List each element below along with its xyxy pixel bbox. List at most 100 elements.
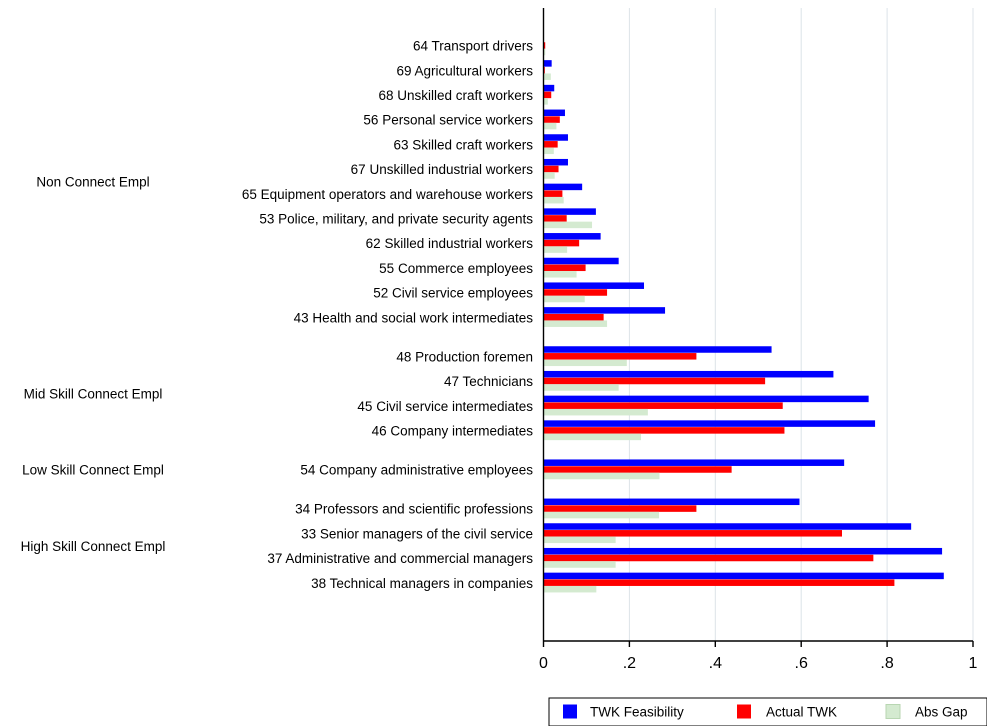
- bar-twk-feasibility-69-agricultural-workers: [543, 60, 552, 67]
- bar-abs-gap-38-technical-managers-in-companies: [543, 585, 597, 593]
- bar-actual-twk-64-transport-drivers: [543, 42, 546, 49]
- group-label-high-skill-connect-empl: High Skill Connect Empl: [21, 539, 166, 554]
- bar-twk-feasibility-56-personal-service-workers: [543, 109, 565, 117]
- bar-twk-feasibility-63-skilled-craft-workers: [543, 134, 568, 141]
- bar-actual-twk-46-company-intermediates: [543, 427, 785, 434]
- bar-twk-feasibility-48-production-foremen: [543, 346, 772, 353]
- bar-actual-twk-53-police-military-and-private-security-agents: [543, 215, 567, 222]
- bar-actual-twk-48-production-foremen: [543, 353, 697, 360]
- bar-abs-gap-62-skilled-industrial-workers: [543, 246, 568, 253]
- bar-twk-feasibility-53-police-military-and-private-security-agents: [543, 208, 596, 215]
- category-label: 56 Personal service workers: [363, 113, 533, 128]
- bar-abs-gap-45-civil-service-intermediates: [543, 408, 648, 416]
- category-label: 45 Civil service intermediates: [357, 399, 533, 414]
- bar-twk-feasibility-46-company-intermediates: [543, 420, 876, 427]
- category-label: 33 Senior managers of the civil service: [301, 526, 533, 541]
- bar-actual-twk-34-professors-and-scientific-professions: [543, 505, 697, 512]
- bar-twk-feasibility-67-unskilled-industrial-workers: [543, 158, 568, 166]
- category-label: 34 Professors and scientific professions: [295, 502, 533, 517]
- bar-twk-feasibility-54-company-administrative-employees: [543, 459, 845, 466]
- category-label: 46 Company intermediates: [372, 424, 534, 439]
- category-label: 48 Production foremen: [396, 349, 533, 364]
- legend-label-actual-twk: Actual TWK: [766, 705, 837, 720]
- bar-abs-gap-43-health-and-social-work-intermediates: [543, 320, 608, 327]
- x-tick-label: .6: [795, 655, 808, 672]
- category-label: 52 Civil service employees: [373, 286, 533, 301]
- bar-abs-gap-65-equipment-operators-and-warehouse-workers: [543, 196, 564, 204]
- category-label: 54 Company administrative employees: [300, 463, 533, 478]
- bar-twk-feasibility-33-senior-managers-of-the-civil-service: [543, 523, 912, 530]
- category-label: 65 Equipment operators and warehouse wor…: [242, 187, 533, 202]
- group-label-non-connect-empl: Non Connect Empl: [36, 174, 149, 189]
- bar-actual-twk-56-personal-service-workers: [543, 116, 560, 123]
- bar-abs-gap-67-unskilled-industrial-workers: [543, 172, 555, 179]
- category-label: 37 Administrative and commercial manager…: [267, 551, 533, 566]
- category-label: 43 Health and social work intermediates: [294, 310, 534, 325]
- bar-twk-feasibility-47-technicians: [543, 370, 834, 378]
- x-tick-label: 1: [969, 655, 978, 672]
- bar-twk-feasibility-62-skilled-industrial-workers: [543, 233, 601, 240]
- bar-abs-gap-34-professors-and-scientific-professions: [543, 511, 660, 519]
- bar-actual-twk-62-skilled-industrial-workers: [543, 239, 580, 247]
- bar-abs-gap-64-transport-drivers: [543, 48, 546, 56]
- category-label: 69 Agricultural workers: [396, 63, 533, 78]
- bar-twk-feasibility-55-commerce-employees: [543, 257, 619, 265]
- bar-abs-gap-52-civil-service-employees: [543, 295, 585, 303]
- bar-abs-gap-63-skilled-craft-workers: [543, 147, 554, 155]
- bar-twk-feasibility-34-professors-and-scientific-professions: [543, 498, 800, 506]
- bar-twk-feasibility-38-technical-managers-in-companies: [543, 572, 944, 580]
- bars: [543, 42, 944, 593]
- bar-twk-feasibility-65-equipment-operators-and-warehouse-workers: [543, 183, 583, 191]
- bar-twk-feasibility-68-unskilled-craft-workers: [543, 84, 555, 92]
- bar-abs-gap-68-unskilled-craft-workers: [543, 98, 548, 105]
- bar-abs-gap-56-personal-service-workers: [543, 122, 557, 130]
- category-label: 38 Technical managers in companies: [311, 576, 533, 591]
- legend-label-twk-feasibility: TWK Feasibility: [590, 705, 684, 720]
- bar-twk-feasibility-43-health-and-social-work-intermediates: [543, 307, 666, 314]
- category-label: 67 Unskilled industrial workers: [351, 162, 534, 177]
- category-label: 53 Police, military, and private securit…: [259, 212, 533, 227]
- legend-key-actual-twk: [737, 704, 751, 719]
- legend-key-abs-gap: [885, 704, 901, 719]
- bar-actual-twk-52-civil-service-employees: [543, 289, 608, 296]
- category-labels: 64 Transport drivers 69 Agricultural work…: [242, 39, 533, 591]
- group-label-mid-skill-connect-empl: Mid Skill Connect Empl: [24, 386, 163, 401]
- bar-abs-gap-48-production-foremen: [543, 359, 627, 367]
- bar-abs-gap-69-agricultural-workers: [543, 73, 551, 80]
- bar-twk-feasibility-37-administrative-and-commercial-managers: [543, 547, 943, 555]
- category-label: 55 Commerce employees: [379, 261, 533, 276]
- x-tick-label: .8: [880, 655, 893, 672]
- bar-abs-gap-55-commerce-employees: [543, 271, 577, 278]
- category-label: 68 Unskilled craft workers: [378, 88, 533, 103]
- bar-abs-gap-33-senior-managers-of-the-civil-service: [543, 536, 616, 544]
- x-tick-label: .2: [623, 655, 636, 672]
- bar-abs-gap-53-police-military-and-private-security-agents: [543, 221, 593, 229]
- legend-box: [548, 697, 987, 726]
- bar-actual-twk-33-senior-managers-of-the-civil-service: [543, 530, 843, 537]
- bar-actual-twk-54-company-administrative-employees: [543, 466, 732, 473]
- bar-actual-twk-45-civil-service-intermediates: [543, 402, 783, 409]
- x-tick-label: 0: [539, 655, 548, 672]
- legend: TWK Feasibility Actual TWK Abs Gap: [548, 697, 987, 726]
- bar-actual-twk-43-health-and-social-work-intermediates: [543, 313, 604, 321]
- bar-actual-twk-55-commerce-employees: [543, 264, 586, 272]
- group-label-low-skill-connect-empl: Low Skill Connect Empl: [22, 463, 164, 478]
- bar-abs-gap-37-administrative-and-commercial-managers: [543, 561, 616, 568]
- bar-twk-feasibility-45-civil-service-intermediates: [543, 395, 869, 403]
- axes: 0 .2 .4 .6 .8 1: [539, 8, 978, 672]
- bar-actual-twk-37-administrative-and-commercial-managers: [543, 554, 874, 562]
- group-labels: Non Connect Empl Mid Skill Connect Empl Lo…: [21, 174, 166, 553]
- x-tick-label: .4: [709, 655, 722, 672]
- bar-twk-feasibility-52-civil-service-employees: [543, 282, 645, 289]
- legend-key-twk-feasibility: [563, 704, 577, 719]
- bar-actual-twk-68-unskilled-craft-workers: [543, 91, 552, 99]
- category-label: 47 Technicians: [444, 374, 533, 389]
- bar-actual-twk-63-skilled-craft-workers: [543, 141, 558, 148]
- bar-actual-twk-67-unskilled-industrial-workers: [543, 165, 559, 173]
- bar-actual-twk-38-technical-managers-in-companies: [543, 579, 895, 586]
- bar-abs-gap-54-company-administrative-employees: [543, 472, 660, 480]
- category-label: 64 Transport drivers: [413, 39, 533, 54]
- bar-abs-gap-47-technicians: [543, 384, 619, 391]
